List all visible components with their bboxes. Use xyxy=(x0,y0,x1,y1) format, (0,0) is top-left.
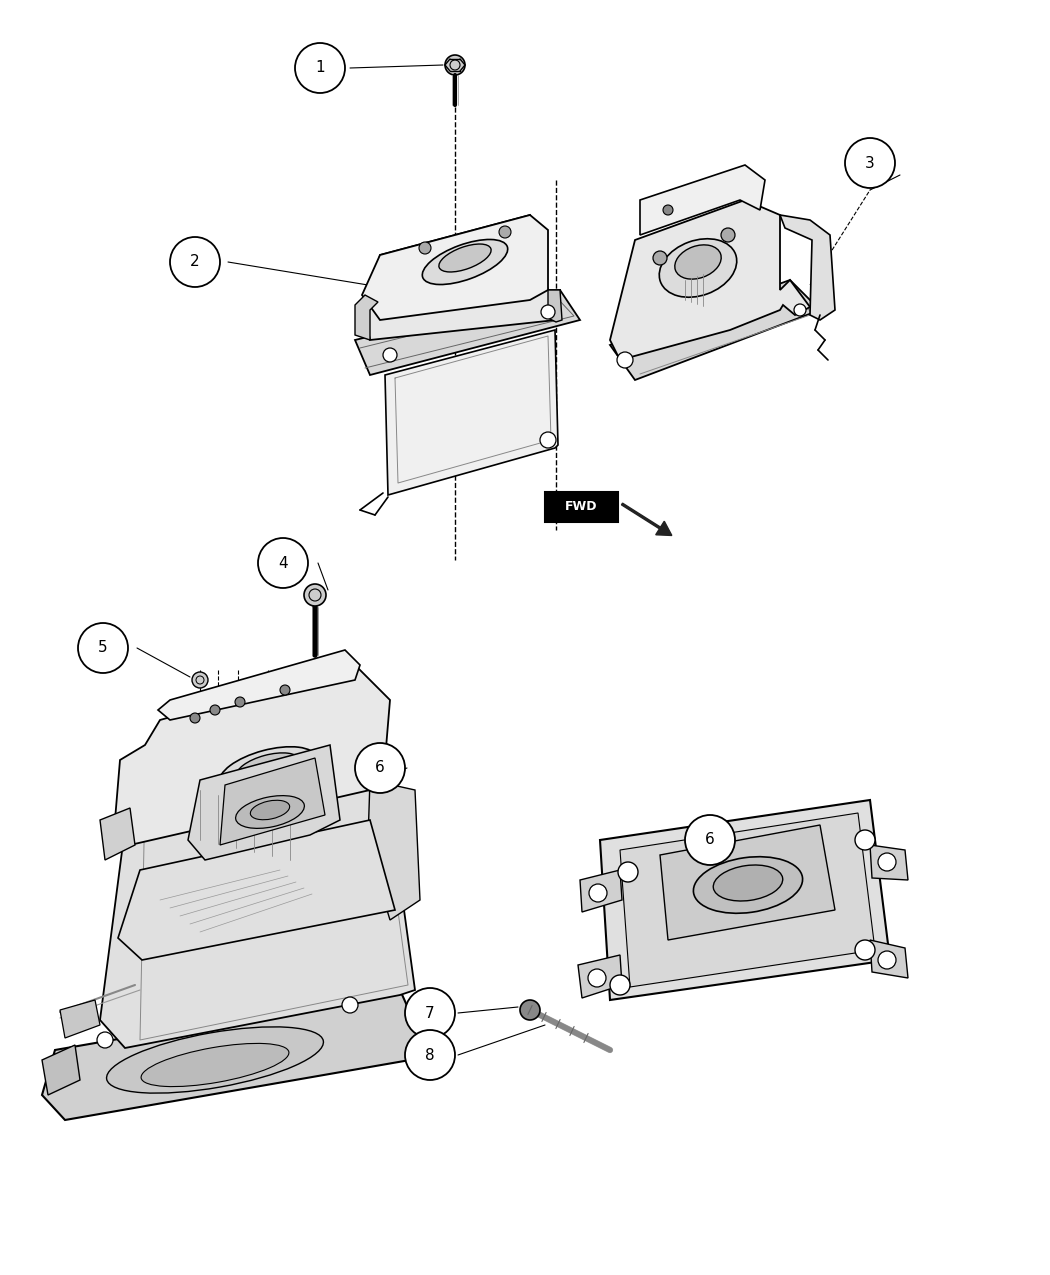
Polygon shape xyxy=(660,825,835,940)
Polygon shape xyxy=(220,759,326,845)
Circle shape xyxy=(445,55,465,75)
Text: 2: 2 xyxy=(190,255,200,269)
Circle shape xyxy=(499,226,511,238)
Ellipse shape xyxy=(659,238,737,297)
Circle shape xyxy=(190,713,200,723)
Circle shape xyxy=(304,584,326,606)
FancyArrow shape xyxy=(622,504,672,536)
Circle shape xyxy=(520,1000,540,1020)
Polygon shape xyxy=(385,330,558,495)
Circle shape xyxy=(258,538,308,588)
Polygon shape xyxy=(362,215,548,320)
Polygon shape xyxy=(60,1000,100,1038)
Circle shape xyxy=(855,940,875,960)
Ellipse shape xyxy=(439,244,491,272)
Circle shape xyxy=(794,303,806,316)
Polygon shape xyxy=(355,289,580,375)
FancyBboxPatch shape xyxy=(545,492,618,521)
Polygon shape xyxy=(870,845,908,880)
Polygon shape xyxy=(578,955,622,998)
Polygon shape xyxy=(355,295,378,340)
Circle shape xyxy=(589,884,607,901)
Ellipse shape xyxy=(422,240,508,284)
Ellipse shape xyxy=(219,747,316,793)
Polygon shape xyxy=(548,289,562,323)
Text: 4: 4 xyxy=(278,556,288,570)
Circle shape xyxy=(383,348,397,362)
Circle shape xyxy=(653,251,667,265)
Text: 6: 6 xyxy=(706,833,715,848)
Circle shape xyxy=(419,242,430,254)
Text: 3: 3 xyxy=(865,156,875,171)
Circle shape xyxy=(878,951,896,969)
Text: 1: 1 xyxy=(315,60,324,75)
Circle shape xyxy=(663,205,673,215)
Polygon shape xyxy=(870,940,908,978)
Polygon shape xyxy=(620,813,875,987)
Text: 8: 8 xyxy=(425,1048,435,1062)
Text: FWD: FWD xyxy=(565,501,597,514)
Circle shape xyxy=(170,237,220,287)
Polygon shape xyxy=(610,280,820,380)
Circle shape xyxy=(541,305,555,319)
Circle shape xyxy=(355,743,405,793)
Circle shape xyxy=(610,975,630,994)
Polygon shape xyxy=(365,215,560,340)
Polygon shape xyxy=(116,666,390,845)
Polygon shape xyxy=(188,745,340,861)
Circle shape xyxy=(97,1031,113,1048)
Polygon shape xyxy=(368,780,420,921)
Text: 5: 5 xyxy=(99,640,108,655)
Ellipse shape xyxy=(250,801,290,820)
Polygon shape xyxy=(118,820,395,960)
Polygon shape xyxy=(100,808,135,861)
Circle shape xyxy=(617,352,633,368)
Polygon shape xyxy=(780,215,835,320)
Polygon shape xyxy=(600,799,890,1000)
Circle shape xyxy=(540,432,557,448)
Polygon shape xyxy=(158,650,360,720)
Polygon shape xyxy=(610,200,810,360)
Polygon shape xyxy=(580,870,622,912)
Ellipse shape xyxy=(236,752,299,783)
Circle shape xyxy=(405,1030,455,1080)
Circle shape xyxy=(78,623,128,673)
Ellipse shape xyxy=(141,1043,289,1086)
Circle shape xyxy=(845,138,895,187)
Ellipse shape xyxy=(106,1026,323,1093)
Ellipse shape xyxy=(693,857,802,913)
Circle shape xyxy=(342,997,358,1014)
Circle shape xyxy=(878,853,896,871)
Circle shape xyxy=(295,43,345,93)
Circle shape xyxy=(405,988,455,1038)
Circle shape xyxy=(685,815,735,864)
Text: 6: 6 xyxy=(375,760,385,775)
Circle shape xyxy=(618,862,638,882)
Circle shape xyxy=(235,697,245,708)
Circle shape xyxy=(588,969,606,987)
Circle shape xyxy=(192,672,208,689)
Circle shape xyxy=(721,228,735,242)
Circle shape xyxy=(855,830,875,850)
Polygon shape xyxy=(100,734,415,1048)
Ellipse shape xyxy=(713,864,782,901)
Polygon shape xyxy=(42,1046,80,1095)
Polygon shape xyxy=(640,164,765,235)
Circle shape xyxy=(280,685,290,695)
Ellipse shape xyxy=(235,796,304,829)
Polygon shape xyxy=(42,989,420,1119)
Text: 7: 7 xyxy=(425,1006,435,1020)
Circle shape xyxy=(210,705,220,715)
Ellipse shape xyxy=(675,245,721,279)
